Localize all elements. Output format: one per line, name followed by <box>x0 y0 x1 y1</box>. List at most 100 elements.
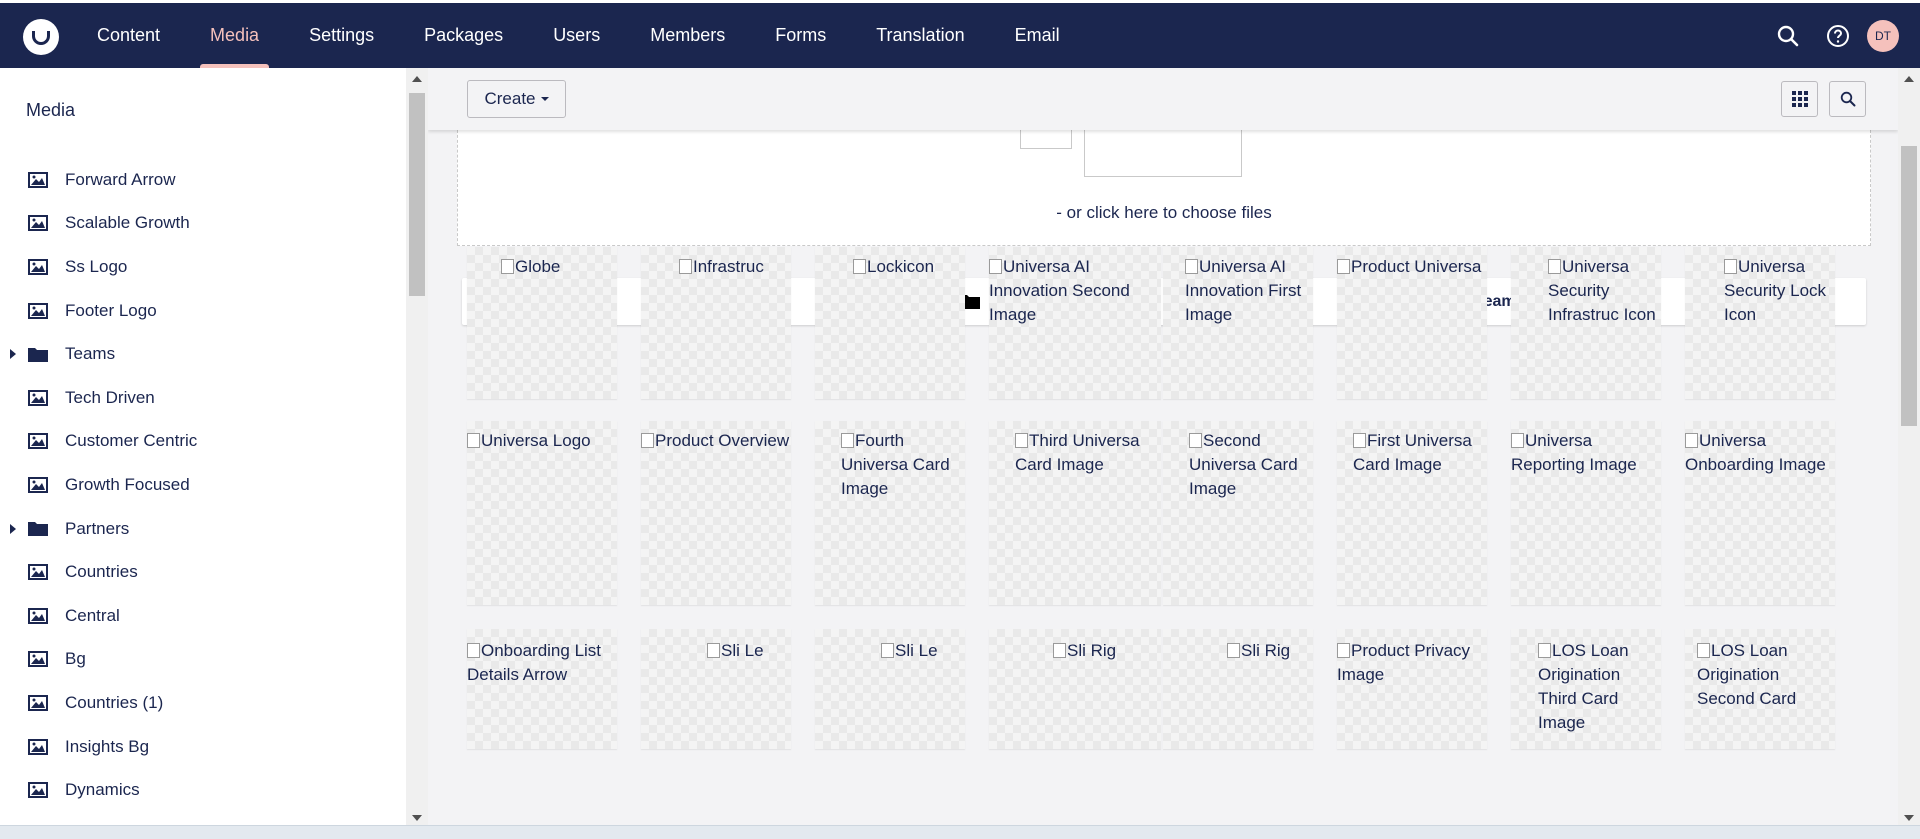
create-button-label: Create <box>484 89 536 108</box>
media-item[interactable]: Onboarding List Details Arrow <box>467 629 617 749</box>
grid-icon <box>1791 91 1808 107</box>
media-item[interactable]: Universa AI Innovation First Image <box>1163 247 1313 399</box>
media-item[interactable]: LOS Loan Origination Second Card <box>1685 629 1835 749</box>
media-item[interactable]: Product Privacy Image <box>1337 629 1487 749</box>
expand-caret-icon[interactable] <box>10 523 16 534</box>
tree-item[interactable]: Footer Logo <box>0 289 406 333</box>
media-item-alt-text: Sli Le <box>881 639 965 663</box>
tree-item-label: Central <box>65 605 120 625</box>
tree-item[interactable]: Bg <box>0 638 406 682</box>
search-media-button[interactable] <box>1829 81 1866 117</box>
media-item[interactable]: Sli Le <box>815 629 965 749</box>
tree-item[interactable]: Customer Centric <box>0 420 406 464</box>
image-icon <box>27 563 49 581</box>
broken-image-icon <box>853 259 866 274</box>
sidebar-scrollbar[interactable] <box>406 68 428 825</box>
choose-files-link[interactable]: - or click here to choose files <box>1056 203 1272 222</box>
tree-item-label: Partners <box>65 518 130 538</box>
tree-item[interactable]: Partners <box>0 507 406 551</box>
help-icon[interactable] <box>1823 21 1853 51</box>
broken-image-icon <box>467 433 480 448</box>
image-icon <box>27 476 49 494</box>
media-item-alt-text: Product Overview <box>641 429 791 453</box>
media-item[interactable]: Universa Reporting Image <box>1511 421 1661 605</box>
media-item[interactable]: Product Overview <box>641 421 791 605</box>
tree-item[interactable]: Forward Arrow <box>0 158 406 202</box>
media-item[interactable]: Third Universa Card Image <box>989 421 1161 605</box>
media-item-label: Product Universa <box>1351 257 1482 276</box>
nav-tab-users[interactable]: Users <box>553 25 601 45</box>
media-item[interactable]: LOS Loan Origination Third Card Image <box>1511 629 1661 749</box>
media-item[interactable]: Universa Security Lock Icon <box>1685 247 1835 399</box>
nav-tab-settings[interactable]: Settings <box>309 25 375 45</box>
tree-item[interactable]: Central <box>0 594 406 638</box>
tree-item[interactable]: Insights Bg <box>0 725 406 769</box>
tree-item[interactable]: Growth Focused <box>0 463 406 507</box>
upload-image-icon <box>1020 128 1072 149</box>
nav-tab-members[interactable]: Members <box>650 25 726 45</box>
upload-dropzone[interactable]: - or click here to choose files <box>457 128 1871 246</box>
media-item[interactable]: Product Universa <box>1337 247 1487 399</box>
scroll-down-arrow-icon[interactable] <box>412 815 422 821</box>
media-item[interactable]: Sli Le <box>641 629 791 749</box>
scroll-up-arrow-icon[interactable] <box>1904 76 1914 82</box>
media-item[interactable]: Universa Onboarding Image <box>1685 421 1835 605</box>
broken-image-icon <box>707 643 720 658</box>
media-item-alt-text: LOS Loan Origination Second Card <box>1697 639 1835 711</box>
tree-item-label: Teams <box>65 344 116 364</box>
section-nav: Content Media Settings Packages Users Members… <box>72 3 1085 69</box>
media-item[interactable]: Universa AI Innovation Second Image <box>989 247 1161 399</box>
tree-item[interactable]: Scalable Growth <box>0 202 406 246</box>
media-item-label: Lockicon <box>867 257 935 276</box>
caret-down-icon <box>540 97 549 101</box>
media-item[interactable]: Fourth Universa Card Image <box>815 421 965 605</box>
nav-tab-content[interactable]: Content <box>97 25 161 45</box>
tree-item[interactable]: Countries (1) <box>0 681 406 725</box>
umbraco-logo[interactable] <box>23 19 59 55</box>
tree-item[interactable]: Countries <box>0 550 406 594</box>
nav-tab-media[interactable]: Media <box>185 3 284 69</box>
expand-caret-icon[interactable] <box>10 349 16 360</box>
scroll-down-arrow-icon[interactable] <box>1904 815 1914 821</box>
nav-tab-forms[interactable]: Forms <box>775 25 827 45</box>
media-item-alt-text: Universa Onboarding Image <box>1685 429 1835 477</box>
media-item-label: Onboarding List Details Arrow <box>467 641 602 684</box>
media-item[interactable]: Second Universa Card Image <box>1163 421 1313 605</box>
tree-item[interactable]: Ss Logo <box>0 245 406 289</box>
media-item[interactable]: Sli Rig <box>989 629 1161 749</box>
folder-icon <box>27 345 49 363</box>
nav-tab-translation[interactable]: Translation <box>876 25 965 45</box>
media-item-alt-text: First Universa Card Image <box>1353 429 1487 477</box>
search-icon[interactable] <box>1773 21 1803 51</box>
media-item-alt-text: Globe <box>501 255 611 279</box>
grid-view-button[interactable] <box>1781 81 1818 117</box>
tree-item[interactable]: Teams <box>0 332 406 376</box>
create-button[interactable]: Create <box>467 80 566 118</box>
tree-item-label: Insights Bg <box>65 736 150 756</box>
media-item-alt-text: Universa Reporting Image <box>1511 429 1661 477</box>
user-avatar[interactable]: DT <box>1867 19 1899 52</box>
nav-tab-packages[interactable]: Packages <box>424 25 504 45</box>
media-item[interactable]: Lockicon <box>815 247 965 399</box>
folder-icon <box>27 520 49 538</box>
media-item-alt-text: LOS Loan Origination Third Card Image <box>1538 639 1661 735</box>
nav-tab-email[interactable]: Email <box>1014 25 1060 45</box>
scroll-up-arrow-icon[interactable] <box>412 76 422 82</box>
sidebar-title[interactable]: Media <box>26 100 76 120</box>
main-scrollbar[interactable] <box>1898 68 1920 825</box>
broken-image-icon <box>1538 643 1551 658</box>
media-item[interactable]: Universa Security Infrastruc Icon <box>1511 247 1661 399</box>
media-item-alt-text: Universa Logo <box>467 429 617 453</box>
media-item-alt-text: Universa AI Innovation Second Image <box>989 255 1159 327</box>
media-item[interactable]: Sli Rig <box>1163 629 1313 749</box>
scrollbar-thumb[interactable] <box>409 93 425 296</box>
media-item[interactable]: Universa Logo <box>467 421 617 605</box>
tree-item[interactable]: Tech Driven <box>0 376 406 420</box>
broken-image-icon <box>1015 433 1028 448</box>
scrollbar-thumb[interactable] <box>1901 146 1917 426</box>
media-item[interactable]: Globe <box>467 247 617 399</box>
media-item-alt-text: Product Universa <box>1337 255 1487 279</box>
media-item[interactable]: First Universa Card Image <box>1337 421 1487 605</box>
media-item[interactable]: Infrastruc <box>641 247 791 399</box>
tree-item[interactable]: Dynamics <box>0 768 406 812</box>
